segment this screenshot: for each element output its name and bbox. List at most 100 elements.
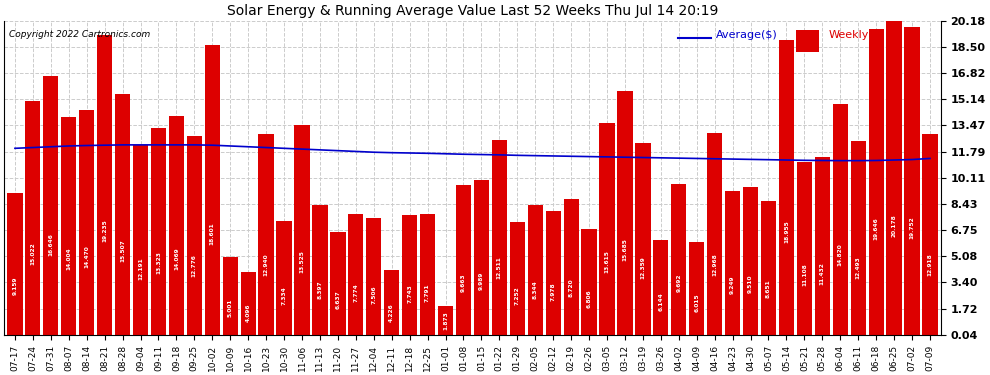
Bar (133, 146, 148, 336)
Text: 7.506: 7.506 (371, 285, 376, 304)
Bar (312, 204, 328, 336)
Bar (761, 201, 776, 336)
Text: 7.791: 7.791 (425, 284, 430, 302)
Text: 6.015: 6.015 (694, 293, 699, 312)
Bar (79, 110, 94, 336)
Text: 12.918: 12.918 (928, 254, 933, 276)
Bar (438, 306, 453, 336)
Bar (599, 123, 615, 336)
Text: 15.022: 15.022 (31, 242, 36, 265)
Bar (581, 230, 597, 336)
Bar (168, 116, 184, 336)
Text: 13.323: 13.323 (156, 251, 161, 274)
Text: Average($): Average($) (716, 30, 778, 40)
Text: 6.637: 6.637 (336, 290, 341, 309)
Text: 9.692: 9.692 (676, 273, 681, 292)
Bar (618, 91, 633, 336)
Bar (150, 128, 166, 336)
Bar (510, 222, 525, 336)
Bar (707, 133, 723, 336)
Bar (7, 193, 23, 336)
Bar (402, 215, 417, 336)
Text: 9.989: 9.989 (479, 272, 484, 290)
Bar (492, 140, 507, 336)
Bar (850, 141, 866, 336)
Bar (223, 258, 238, 336)
Bar (26, 101, 41, 336)
Text: 20.178: 20.178 (892, 214, 897, 237)
Text: 11.108: 11.108 (802, 264, 807, 286)
Bar (205, 45, 220, 336)
Bar (905, 27, 920, 336)
Text: 15.685: 15.685 (623, 238, 628, 261)
Bar (797, 162, 812, 336)
Bar (97, 36, 112, 336)
Text: 7.774: 7.774 (353, 284, 358, 302)
Bar (348, 214, 363, 336)
Text: 9.249: 9.249 (730, 276, 736, 294)
Text: 18.601: 18.601 (210, 223, 215, 245)
Text: Copyright 2022 Cartronics.com: Copyright 2022 Cartronics.com (9, 30, 150, 39)
Text: 12.359: 12.359 (641, 256, 645, 279)
Text: 14.820: 14.820 (838, 243, 842, 266)
Text: 12.968: 12.968 (712, 254, 717, 276)
Bar (636, 143, 650, 336)
Text: 9.159: 9.159 (13, 276, 18, 295)
Bar (545, 211, 560, 336)
Text: 12.940: 12.940 (263, 254, 268, 276)
Bar (689, 242, 704, 336)
Text: 7.334: 7.334 (281, 286, 286, 305)
Text: 9.510: 9.510 (748, 274, 753, 293)
Bar (241, 272, 255, 336)
Bar (671, 184, 686, 336)
Text: 8.344: 8.344 (533, 280, 538, 299)
Text: 18.955: 18.955 (784, 220, 789, 243)
Bar (44, 76, 58, 336)
Text: 12.511: 12.511 (497, 256, 502, 279)
Text: 1.873: 1.873 (444, 312, 448, 330)
Text: 12.776: 12.776 (192, 254, 197, 277)
Bar (725, 191, 741, 336)
Bar (886, 21, 902, 336)
Text: 6.806: 6.806 (586, 289, 592, 308)
Text: 4.096: 4.096 (246, 304, 250, 322)
Text: 13.525: 13.525 (300, 250, 305, 273)
Text: 8.651: 8.651 (766, 279, 771, 298)
Bar (366, 218, 381, 336)
Title: Solar Energy & Running Average Value Last 52 Weeks Thu Jul 14 20:19: Solar Energy & Running Average Value Las… (227, 4, 718, 18)
Bar (742, 187, 758, 336)
Text: 14.004: 14.004 (66, 248, 71, 270)
Text: 5.001: 5.001 (228, 299, 233, 317)
Bar (331, 232, 346, 336)
Text: 7.978: 7.978 (550, 283, 555, 301)
Bar (294, 124, 310, 336)
Text: 19.235: 19.235 (102, 219, 107, 242)
Text: 7.252: 7.252 (515, 286, 520, 305)
Bar (384, 270, 399, 336)
Bar (61, 117, 76, 336)
Text: 19.646: 19.646 (873, 217, 879, 240)
Text: 14.069: 14.069 (174, 248, 179, 270)
Bar (115, 94, 131, 336)
Bar (779, 40, 794, 336)
Text: 6.144: 6.144 (658, 292, 663, 311)
Bar (187, 136, 202, 336)
Bar (474, 180, 489, 336)
Text: 12.493: 12.493 (855, 256, 860, 279)
Bar (420, 214, 436, 336)
Text: 7.743: 7.743 (407, 284, 412, 303)
Text: 13.615: 13.615 (605, 250, 610, 273)
Bar (276, 221, 292, 336)
Bar (455, 185, 471, 336)
Text: Weekly($): Weekly($) (829, 30, 884, 40)
Text: 8.720: 8.720 (568, 279, 573, 297)
Text: 12.191: 12.191 (138, 258, 143, 280)
Text: 4.226: 4.226 (389, 303, 394, 322)
Text: 15.507: 15.507 (120, 240, 125, 262)
Bar (528, 206, 543, 336)
FancyBboxPatch shape (796, 30, 819, 52)
Bar (868, 29, 884, 336)
Bar (258, 134, 274, 336)
Bar (833, 104, 847, 336)
Bar (563, 200, 579, 336)
